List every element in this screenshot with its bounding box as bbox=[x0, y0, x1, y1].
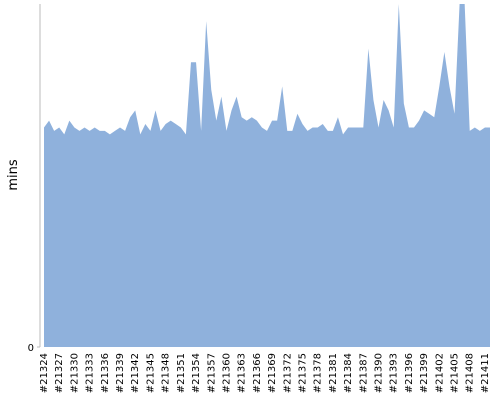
x-tick-label: #21399 bbox=[419, 353, 430, 393]
x-tick-label: #21339 bbox=[115, 353, 126, 393]
x-tick-label: #21351 bbox=[176, 353, 187, 393]
x-tick-label: #21366 bbox=[252, 353, 263, 393]
x-tick-label: #21345 bbox=[145, 353, 156, 393]
x-tick-label: #21411 bbox=[480, 353, 491, 393]
x-tick-label: #21348 bbox=[161, 353, 172, 393]
x-tick-label: #21390 bbox=[374, 353, 385, 393]
x-tick-label: #21408 bbox=[465, 353, 476, 393]
x-tick-label: #21363 bbox=[237, 353, 248, 393]
x-tick-label: #21402 bbox=[434, 353, 445, 393]
x-tick-label: #21357 bbox=[206, 353, 217, 393]
x-tick-label: #21333 bbox=[85, 353, 96, 393]
x-tick-label: #21393 bbox=[389, 353, 400, 393]
x-tick-label: #21354 bbox=[191, 353, 202, 393]
x-tick-label: #21369 bbox=[267, 353, 278, 393]
x-tick-label: #21336 bbox=[100, 353, 111, 393]
x-tick-label: #21330 bbox=[69, 353, 80, 393]
x-tick-label: #21384 bbox=[343, 353, 354, 393]
x-tick-label: #21387 bbox=[358, 353, 369, 393]
x-tick-label: #21375 bbox=[297, 353, 308, 393]
x-tick-label: #21381 bbox=[328, 353, 339, 393]
x-tick-label: #21327 bbox=[54, 353, 65, 393]
x-tick-label: #21324 bbox=[39, 353, 50, 393]
y-tick-label: 0 bbox=[28, 343, 34, 354]
y-axis-label: mins bbox=[6, 159, 21, 191]
x-tick-label: #21405 bbox=[450, 353, 461, 393]
x-tick-label: #21372 bbox=[282, 353, 293, 393]
area bbox=[44, 4, 490, 347]
x-tick-label: #21360 bbox=[221, 353, 232, 393]
x-tick-label: #21378 bbox=[313, 353, 324, 393]
x-tick-label: #21342 bbox=[130, 353, 141, 393]
x-tick-label: #21396 bbox=[404, 353, 415, 393]
